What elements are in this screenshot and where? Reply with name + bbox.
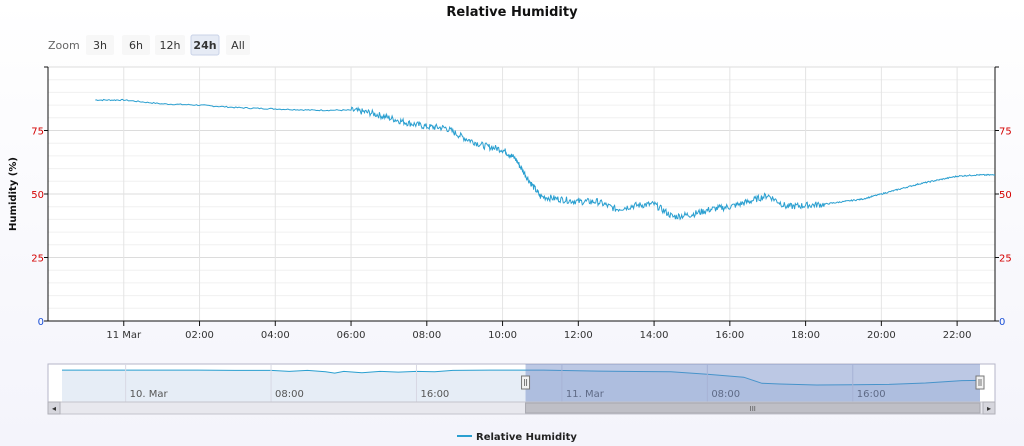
zoom-selector: Zoom 3h 6h 12h 24h All	[48, 34, 250, 56]
zoom-button-label: 3h	[93, 39, 107, 52]
scrollbar-thumb[interactable]	[525, 402, 981, 414]
x-tick-label: 12:00	[564, 330, 593, 341]
y-tick-label-right: 50	[999, 190, 1012, 201]
x-tick-label: 06:00	[337, 330, 366, 341]
navigator-handle-left[interactable]	[521, 375, 531, 390]
legend-label[interactable]: Relative Humidity	[476, 432, 577, 443]
y-tick-label-left: 25	[31, 254, 44, 265]
x-tick-label: 04:00	[261, 330, 290, 341]
zoom-button-bg	[190, 34, 220, 56]
zoom-button-label: All	[231, 39, 245, 52]
y-tick-label-right: 75	[999, 127, 1012, 138]
navigator-labels: 10. Mar 08:00 16:00 11. Mar 08:00 16:00	[125, 364, 886, 402]
zoom-button-bg	[155, 35, 185, 55]
x-tick-label: 11 Mar	[106, 330, 142, 341]
zoom-button-24h[interactable]: 24h	[190, 34, 220, 56]
x-tick-label: 08:00	[412, 330, 441, 341]
scrollbar[interactable]: ◂ ▸ III	[47, 401, 996, 415]
zoom-button-6h[interactable]: 6h	[122, 35, 150, 55]
y-tick-label-right: 25	[999, 254, 1012, 265]
zoom-button-12h[interactable]: 12h	[155, 35, 185, 55]
y-tick-label-left: 75	[31, 127, 44, 138]
navigator-selection[interactable]	[525, 364, 980, 402]
x-tick-label: 02:00	[185, 330, 214, 341]
navigator-label: 16:00	[857, 389, 886, 400]
x-tick-label: 22:00	[943, 330, 972, 341]
handle-box	[975, 375, 985, 390]
x-tick-label: 20:00	[867, 330, 896, 341]
zoom-button-label: 24h	[193, 39, 216, 52]
y-tick-label-left: 0	[38, 317, 44, 328]
navigator-area	[62, 370, 980, 402]
series-relative-humidity[interactable]	[95, 98, 996, 221]
zoom-button-all[interactable]: All	[226, 35, 250, 55]
navigator-label: 16:00	[420, 389, 449, 400]
scroll-right-arrow-icon: ▸	[987, 404, 991, 413]
y-axis-label: Humidity (%)	[8, 157, 19, 231]
zoom-button-bg	[86, 35, 114, 55]
navigator-line	[62, 369, 981, 386]
scrollbar-grip-icon: III	[750, 405, 756, 413]
x-tick-label: 10:00	[488, 330, 517, 341]
handle-box	[521, 375, 531, 390]
zoom-button-bg	[122, 35, 150, 55]
chart-title: Relative Humidity	[446, 5, 578, 20]
navigator-label: 08:00	[711, 389, 740, 400]
y-tick-label-right: 0	[999, 317, 1005, 328]
scrollbar-left-button[interactable]	[47, 401, 61, 415]
navigator-label: 11. Mar	[566, 389, 605, 400]
navigator[interactable]: 10. Mar 08:00 16:00 11. Mar 08:00 16:00	[47, 363, 996, 403]
navigator-label: 10. Mar	[130, 389, 169, 400]
plot-area[interactable]: 0 0 25 25 50 50 75 75 11 Mar 02:00 04:00 06:00 08:0…	[31, 66, 1012, 341]
x-ticks: 11 Mar 02:00 04:00 06:00 08:00 10:00 12:00 14:0…	[106, 321, 972, 341]
zoom-button-bg	[226, 35, 250, 55]
x-tick-label: 18:00	[791, 330, 820, 341]
zoom-button-3h[interactable]: 3h	[86, 35, 114, 55]
y-tick-label-left: 50	[31, 190, 44, 201]
x-tick-label: 16:00	[715, 330, 744, 341]
zoom-button-label: 12h	[160, 39, 181, 52]
scrollbar-right-button[interactable]	[982, 401, 996, 415]
zoom-button-label: 6h	[129, 39, 143, 52]
legend[interactable]: Relative Humidity	[457, 432, 577, 443]
scroll-left-arrow-icon: ◂	[52, 404, 56, 413]
y-ticks: 0 0 25 25 50 50 75 75	[31, 66, 1012, 328]
navigator-handle-right[interactable]	[975, 375, 985, 390]
navigator-label: 08:00	[275, 389, 304, 400]
zoom-label: Zoom	[48, 39, 80, 52]
x-tick-label: 14:00	[640, 330, 669, 341]
